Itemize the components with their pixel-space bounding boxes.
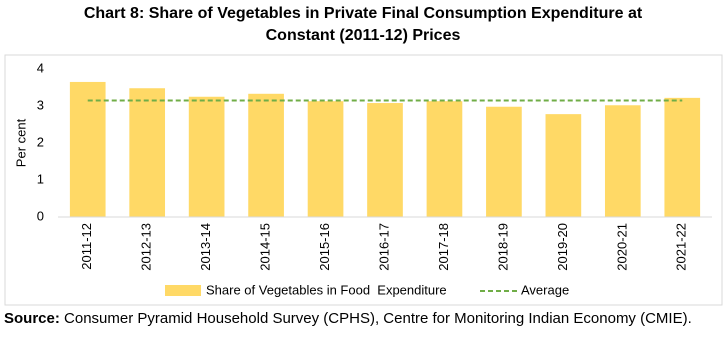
- source-text: Consumer Pyramid Household Survey (CPHS)…: [64, 310, 692, 327]
- x-tick-label: 2019-20: [555, 223, 570, 271]
- y-tick-label: 4: [37, 60, 44, 75]
- y-tick-label: 0: [37, 208, 44, 223]
- chart-border: [4, 54, 723, 306]
- chart-title: Constant (2011-12) Prices: [266, 27, 461, 44]
- x-tick-label: 2016-17: [376, 223, 391, 271]
- y-tick-label: 3: [37, 97, 44, 112]
- bar: [188, 96, 225, 217]
- x-tick-label: 2012-13: [139, 223, 154, 271]
- chart-title: Chart 8: Share of Vegetables in Private …: [84, 5, 643, 22]
- bar: [426, 101, 463, 217]
- chart: Chart 8: Share of Vegetables in Private …: [4, 5, 723, 306]
- bar: [69, 81, 106, 217]
- bar: [307, 101, 344, 217]
- source-label: Source:: [4, 310, 60, 327]
- bar: [129, 88, 166, 218]
- x-tick-label: 2013-14: [198, 223, 213, 271]
- y-tick-label: 2: [37, 134, 44, 149]
- x-tick-label: 2011-12: [79, 223, 94, 270]
- bar: [367, 103, 403, 217]
- x-tick-label: 2017-18: [436, 223, 451, 271]
- x-tick-label: 2018-19: [495, 223, 510, 271]
- bar: [248, 93, 284, 217]
- legend-label: Average: [521, 282, 569, 297]
- y-tick-label: 1: [37, 171, 44, 186]
- x-tick-label: 2020-21: [614, 223, 629, 271]
- source: Source: Consumer Pyramid Household Surve…: [4, 309, 724, 329]
- x-tick-label: 2014-15: [258, 223, 273, 271]
- bar: [545, 114, 582, 217]
- legend-swatch: [165, 285, 201, 296]
- bar: [664, 97, 701, 217]
- bar: [604, 105, 641, 217]
- y-axis-label: Per cent: [13, 118, 28, 167]
- legend-label: Share of Vegetables in Food Expenditure: [206, 282, 447, 297]
- bar: [486, 106, 522, 217]
- x-tick-label: 2015-16: [317, 223, 332, 271]
- x-tick-label: 2021-22: [674, 223, 689, 271]
